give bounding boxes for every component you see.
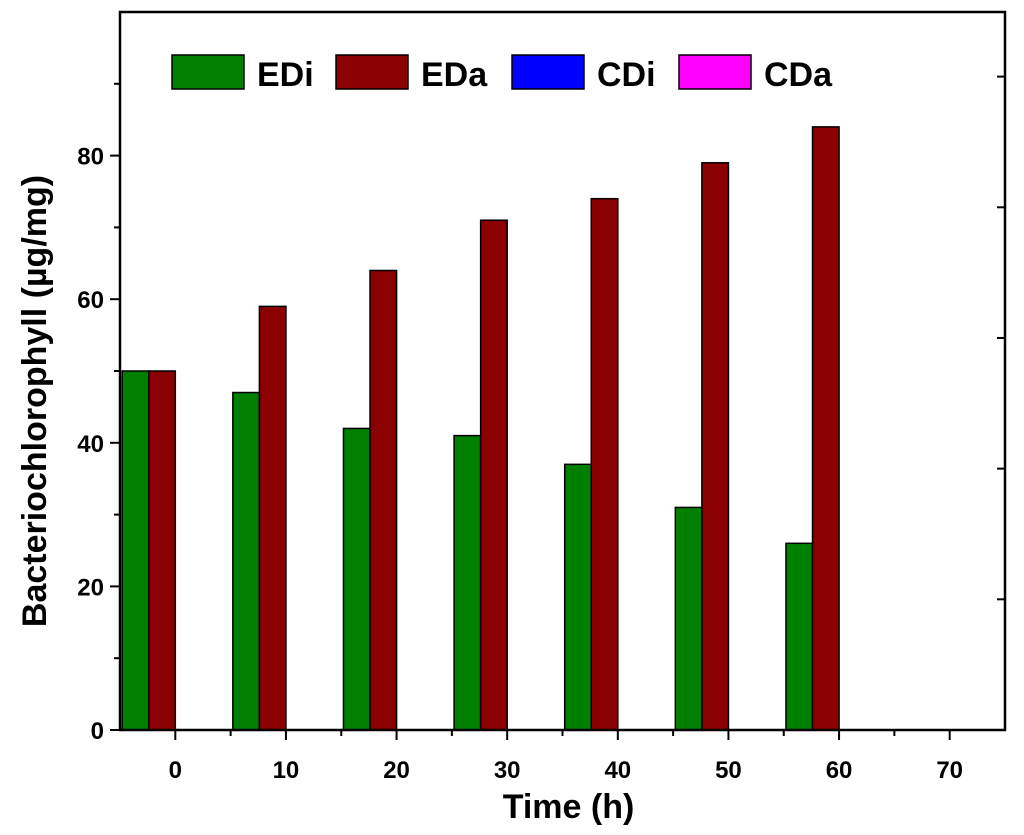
x-axis-title: Time (h) [503,788,635,826]
bar-edi-60 [785,542,814,731]
bar-edi-50 [674,506,703,731]
legend-label-edi: EDi [257,56,314,94]
ticks-layer [110,75,1005,740]
legend-label-cda: CDa [764,56,833,94]
bar-edi-40 [563,463,593,731]
y-tick-label: 20 [77,574,104,601]
bar-edi-0 [121,370,150,731]
legend-swatch-cda [678,54,752,90]
bar-eda-40 [590,197,619,731]
bar-eda-0 [148,370,177,731]
x-tick-label: 30 [494,757,521,784]
legend-swatch-cdi [511,54,585,90]
legend-label-cdi: CDi [597,56,656,94]
bar-edi-20 [342,427,371,731]
legend-label-eda: EDa [421,56,488,94]
bar-eda-60 [811,126,840,731]
bar-edi-30 [453,434,482,731]
x-tick-label: 10 [273,757,300,784]
bar-eda-10 [258,305,287,731]
x-tick-label: 0 [169,757,182,784]
y-tick-label: 60 [77,287,104,314]
y-tick-label: 80 [77,144,104,171]
legend: EDi EDa CDi CDa [171,54,833,94]
x-tick-label: 50 [715,757,742,784]
x-tick-label: 20 [383,757,410,784]
legend-swatch-edi [171,54,245,90]
x-tick-label: 40 [604,757,631,784]
bar-edi-10 [232,391,261,731]
bar-eda-50 [701,162,730,731]
y-axis-title: Bacteriochlorophyll (µg/mg) [16,175,54,627]
tick-labels-layer: 0 10 20 30 40 50 60 70 0 20 40 60 80 [77,144,963,784]
bars-layer [121,126,840,731]
bar-eda-20 [369,269,398,731]
bar-eda-30 [479,219,508,731]
x-tick-label: 70 [936,757,963,784]
x-tick-label: 60 [826,757,853,784]
legend-swatch-eda [335,54,409,90]
y-tick-label: 0 [91,718,104,745]
y-tick-label: 40 [77,431,104,458]
